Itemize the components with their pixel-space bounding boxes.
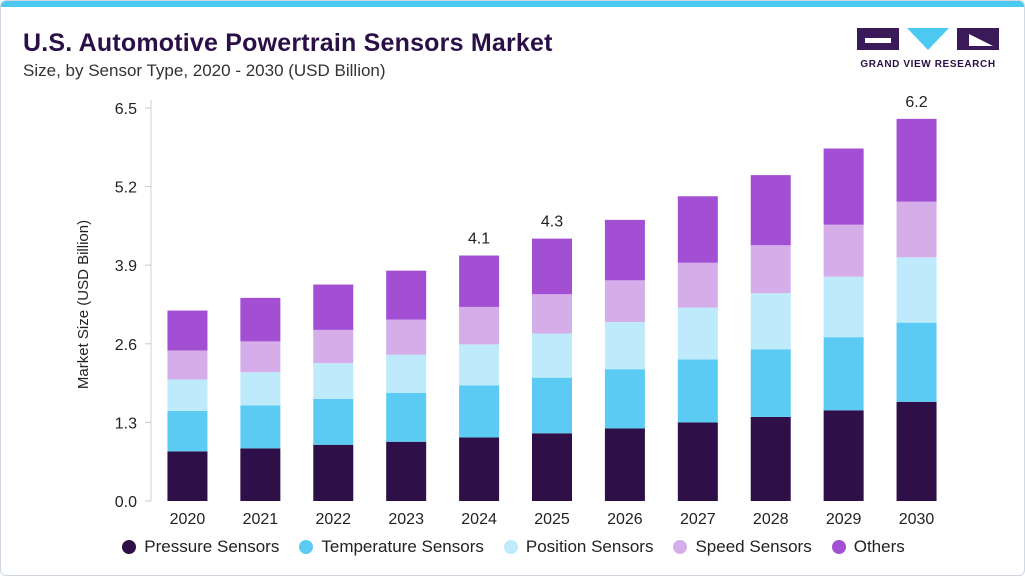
legend-item: Pressure Sensors (122, 537, 279, 557)
bar-segment-speed-sensors (532, 294, 572, 334)
legend-item: Others (831, 537, 905, 557)
bar-segment-position-sensors (604, 322, 645, 370)
bar-segment-others (240, 297, 281, 342)
bar-segment-pressure-sensors (167, 451, 208, 501)
chart-title: U.S. Automotive Powertrain Sensors Marke… (23, 29, 553, 57)
bar-segment-pressure-sensors (386, 441, 427, 501)
bar-segment-others (823, 148, 864, 225)
bar-segment-others (604, 219, 645, 281)
y-tick-label: 3.9 (115, 258, 137, 275)
bar-segment-position-sensors (532, 333, 572, 378)
bar-segment-pressure-sensors (750, 416, 791, 501)
bar-segment-others (532, 238, 572, 295)
y-tick-label: 5.2 (115, 180, 137, 197)
bar-segment-pressure-sensors (604, 428, 645, 501)
bar-segment-position-sensors (823, 276, 864, 338)
x-tick-label: 2028 (753, 511, 789, 528)
bar-segment-others (313, 284, 354, 330)
bar-segment-speed-sensors (240, 341, 281, 373)
bar-segment-speed-sensors (896, 201, 937, 258)
legend-label: Temperature Sensors (321, 537, 484, 556)
bar-segment-position-sensors (677, 307, 718, 360)
x-tick-label: 2020 (170, 511, 206, 528)
x-tick-label: 2024 (461, 511, 497, 528)
bar-segment-position-sensors (386, 354, 427, 393)
bar-segment-pressure-sensors (823, 410, 864, 501)
bar-segment-temperature-sensors (386, 392, 427, 442)
bar-segment-position-sensors (750, 293, 791, 350)
legend-label: Position Sensors (525, 537, 654, 556)
legend-label: Others (853, 537, 905, 556)
bar-segment-pressure-sensors (313, 444, 354, 501)
bar-segment-others (750, 175, 791, 246)
bar-segment-temperature-sensors (167, 410, 208, 452)
legend-label: Speed Sensors (695, 537, 812, 556)
x-tick-label: 2021 (243, 511, 279, 528)
bar-segment-pressure-sensors (459, 437, 500, 501)
bar-total-label: 4.3 (541, 214, 563, 231)
x-tick-label: 2023 (388, 511, 424, 528)
y-tick-label: 0.0 (115, 494, 137, 511)
bar-segment-speed-sensors (604, 280, 645, 323)
y-tick-label: 6.5 (115, 101, 137, 118)
x-tick-label: 2022 (315, 511, 351, 528)
bar-segment-speed-sensors (459, 306, 500, 345)
grand-view-research-logo-icon (857, 28, 999, 50)
bar-segment-temperature-sensors (896, 322, 937, 402)
bar-segment-others (386, 270, 427, 320)
y-tick-label: 1.3 (115, 415, 137, 432)
bar-segment-temperature-sensors (677, 359, 718, 423)
legend-swatch (673, 540, 688, 554)
x-tick-label: 2027 (680, 511, 716, 528)
bar-segment-position-sensors (167, 379, 208, 411)
bar-segment-speed-sensors (313, 329, 354, 364)
chart-subtitle: Size, by Sensor Type, 2020 - 2030 (USD B… (23, 61, 386, 80)
bar-segment-position-sensors (313, 363, 354, 399)
bar-segment-temperature-sensors (313, 398, 354, 445)
bar-segment-others (167, 310, 208, 351)
bar-segment-temperature-sensors (459, 385, 500, 438)
top-accent-bar (1, 1, 1024, 7)
bar-total-label: 4.1 (468, 231, 490, 248)
bar-segment-speed-sensors (386, 319, 427, 355)
bar-segment-temperature-sensors (532, 377, 572, 434)
bar-segment-temperature-sensors (604, 369, 645, 429)
legend-swatch (299, 540, 314, 554)
bar-segment-temperature-sensors (750, 349, 791, 417)
bar-segment-position-sensors (459, 344, 500, 386)
bar-segment-temperature-sensors (240, 405, 281, 449)
bar-total-label: 6.2 (905, 94, 927, 111)
bar-segment-pressure-sensors (532, 433, 572, 501)
bar-segment-others (896, 118, 937, 202)
bar-segment-speed-sensors (823, 224, 864, 277)
bar-segment-pressure-sensors (896, 401, 937, 501)
legend-item: Position Sensors (503, 537, 654, 557)
bar-segment-position-sensors (896, 257, 937, 323)
legend-swatch (503, 540, 518, 554)
bar-segment-temperature-sensors (823, 337, 864, 411)
y-tick-label: 2.6 (115, 337, 137, 354)
legend-swatch (831, 540, 846, 554)
bar-segment-pressure-sensors (677, 422, 718, 501)
x-tick-label: 2030 (899, 511, 935, 528)
legend-label: Pressure Sensors (144, 537, 280, 556)
x-tick-label: 2026 (607, 511, 643, 528)
logo-text: GRAND VIEW RESEARCH (860, 59, 996, 70)
bar-segment-speed-sensors (750, 245, 791, 294)
legend-swatch (122, 540, 137, 554)
bar-segment-pressure-sensors (240, 448, 281, 501)
x-tick-label: 2029 (826, 511, 862, 528)
x-tick-label: 2025 (534, 511, 570, 528)
bar-segment-position-sensors (240, 372, 281, 406)
bar-segment-speed-sensors (677, 262, 718, 308)
y-axis-title: Market Size (USD Billion) (75, 220, 92, 389)
legend-item: Temperature Sensors (299, 537, 484, 557)
legend-item: Speed Sensors (673, 537, 812, 557)
bar-segment-speed-sensors (167, 350, 208, 380)
bar-segment-others (459, 255, 500, 307)
chart-legend: Pressure Sensors Temperature Sensors Posit… (1, 537, 1024, 557)
bar-segment-others (677, 196, 718, 263)
